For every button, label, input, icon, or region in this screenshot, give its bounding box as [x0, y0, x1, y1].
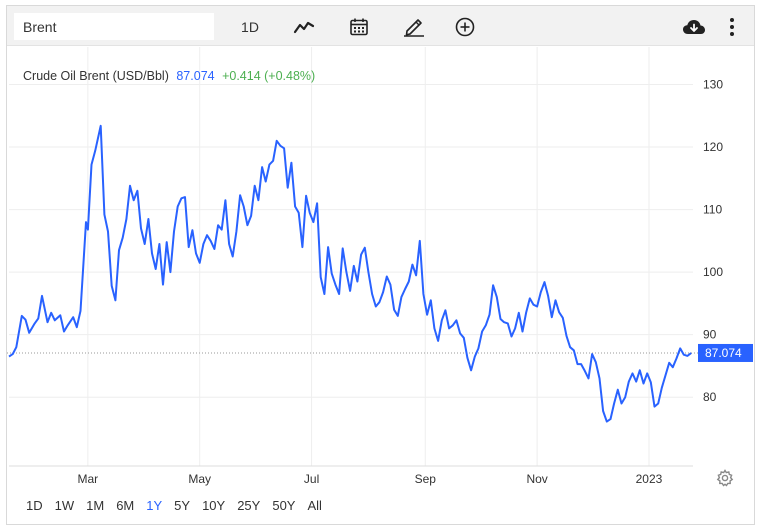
chart-widget: 1D [6, 5, 755, 525]
more-vertical-icon [730, 17, 734, 36]
range-25y[interactable]: 25Y [237, 498, 261, 513]
range-5y[interactable]: 5Y [174, 498, 191, 513]
download-button[interactable] [679, 13, 709, 40]
range-1w[interactable]: 1W [54, 498, 75, 513]
x-tick-label: Sep [415, 472, 437, 486]
range-10y[interactable]: 10Y [202, 498, 226, 513]
chart-type-button[interactable] [289, 13, 319, 40]
last-price-tag: 87.074 [698, 343, 753, 362]
more-options-button[interactable] [717, 13, 747, 40]
y-axis: 80 90 100 110 120 130 [703, 78, 723, 405]
y-tick-label: 110 [703, 203, 722, 217]
pencil-icon [404, 18, 424, 37]
range-6m[interactable]: 6M [116, 498, 135, 513]
y-tick-label: 120 [703, 140, 723, 154]
settings-gear-icon[interactable] [715, 468, 735, 488]
y-tick-label: 130 [703, 78, 723, 92]
legend-price: 87.074 [176, 69, 214, 83]
x-axis: Mar May Jul Sep Nov 2023 [9, 465, 693, 486]
y-tick-label: 90 [703, 328, 717, 342]
chart-legend: Crude Oil Brent (USD/Bbl) 87.074 +0.414 … [23, 69, 315, 83]
drawing-tools-button[interactable] [399, 13, 429, 40]
symbol-search-input[interactable] [14, 13, 214, 40]
date-range-button[interactable] [344, 13, 374, 40]
range-1m[interactable]: 1M [86, 498, 105, 513]
y-tick-label: 100 [703, 265, 723, 279]
price-chart[interactable]: Crude Oil Brent (USD/Bbl) 87.074 +0.414 … [7, 47, 754, 487]
x-tick-label: 2023 [636, 472, 663, 486]
series-line-brent[interactable] [8, 124, 692, 423]
last-price-tag-label: 87.074 [705, 346, 742, 360]
cloud-download-icon [683, 19, 705, 34]
range-1y[interactable]: 1Y [146, 498, 163, 513]
x-tick-label: Jul [304, 472, 319, 486]
y-tick-label: 80 [703, 390, 717, 404]
range-selector: 1D 1W 1M 6M 1Y 5Y 10Y 25Y 50Y All [21, 496, 329, 515]
calendar-icon [350, 18, 368, 35]
x-tick-label: Mar [78, 472, 99, 486]
line-chart-icon [293, 21, 315, 33]
range-all[interactable]: All [307, 498, 322, 513]
range-50y[interactable]: 50Y [272, 498, 296, 513]
plus-circle-icon [455, 17, 475, 36]
toolbar: 1D [7, 6, 754, 46]
chart-grid [9, 47, 693, 466]
x-tick-label: Nov [526, 472, 547, 486]
legend-change: +0.414 (+0.48%) [222, 69, 315, 83]
legend-instrument-name: Crude Oil Brent (USD/Bbl) [23, 69, 169, 83]
range-1d[interactable]: 1D [26, 498, 43, 513]
x-tick-label: May [188, 472, 211, 486]
svg-text:Crude Oil Brent (USD/Bbl): Crude Oil Brent (USD/Bbl) 87.074 +0.414 … [23, 69, 315, 83]
interval-button[interactable]: 1D [241, 18, 259, 35]
compare-button[interactable] [450, 13, 480, 40]
